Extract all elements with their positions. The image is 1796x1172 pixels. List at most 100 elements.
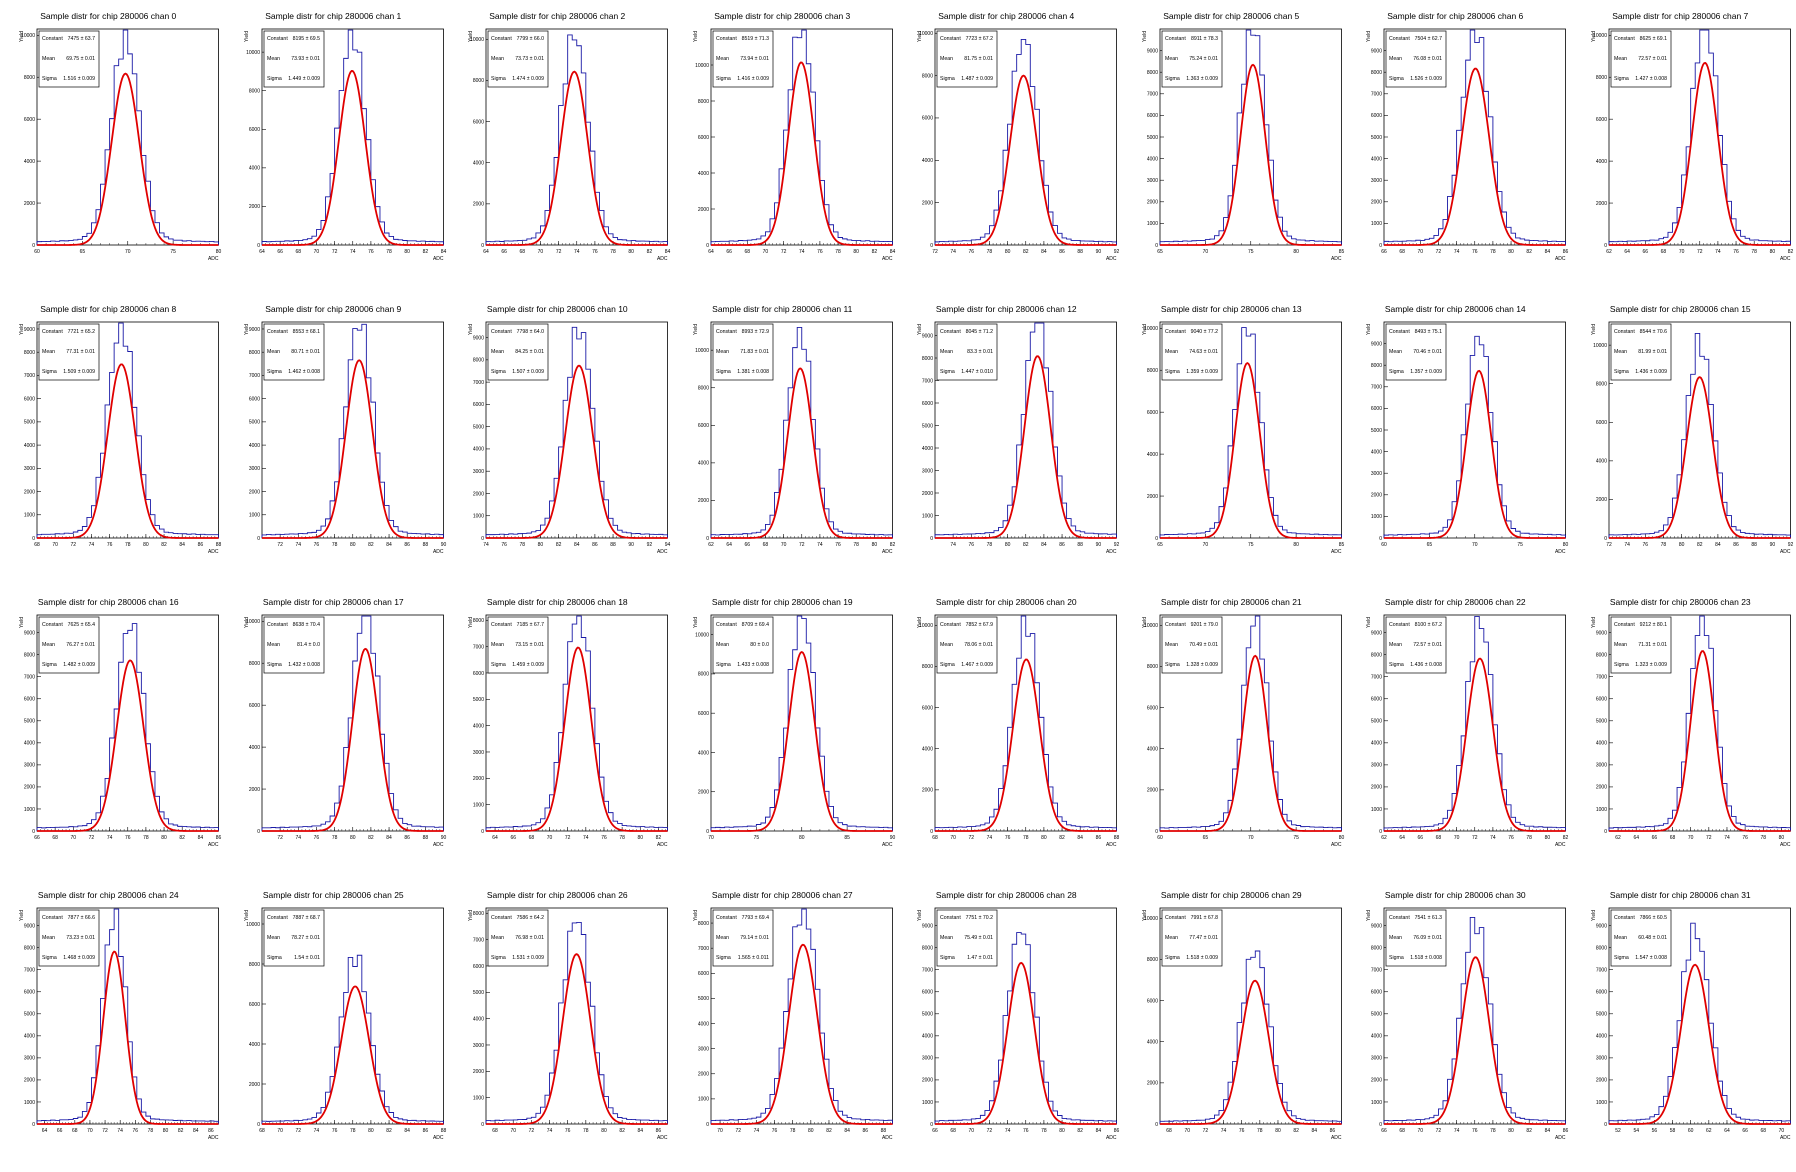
histogram-series [36, 322, 219, 538]
fit-sigma-value: 1.433 ± 0.008 [737, 662, 769, 668]
x-tick-label: 64 [492, 835, 498, 841]
y-tick-label: 5000 [473, 697, 484, 703]
y-tick-label: 8000 [1146, 368, 1157, 374]
y-tick-label: 10000 [919, 31, 933, 37]
fit-sigma-value: 1.467 ± 0.009 [961, 662, 993, 668]
plot-frame [1159, 907, 1342, 1125]
plot-frame [1608, 907, 1791, 1125]
y-tick-label: 10000 [1144, 623, 1158, 629]
gaussian-fit-curve [1608, 376, 1790, 539]
chart-title: Sample distr for chip 280006 chan 2 [489, 11, 625, 21]
fit-sigma-label: Sigma [940, 369, 955, 375]
fit-stats-box [1610, 323, 1671, 381]
y-axis-label: Yield [468, 910, 474, 921]
histogram-series [261, 954, 444, 1124]
fit-mean-label: Mean [716, 349, 729, 355]
fit-sigma-label: Sigma [491, 955, 506, 961]
y-tick-label: 3000 [1595, 763, 1606, 769]
fit-sigma-value: 1.468 ± 0.009 [63, 955, 95, 961]
x-tick-label: 76 [1472, 1128, 1478, 1134]
gaussian-fit-curve [261, 70, 443, 246]
x-tick-label: 78 [835, 249, 841, 255]
x-tick-label: 72 [1696, 249, 1702, 255]
histogram-svg: Sample distr for chip 280006 chan 14 60 65… [1366, 304, 1569, 555]
fit-constant-label: Constant [940, 915, 961, 921]
x-tick-label: 62 [1615, 835, 1621, 841]
y-tick-label: 3000 [922, 468, 933, 474]
y-tick-label: 3000 [1371, 178, 1382, 184]
fit-mean-label: Mean [940, 56, 953, 62]
y-tick-label: 5000 [697, 996, 708, 1002]
fit-stats-box [1161, 323, 1222, 381]
y-tick-label: 0 [32, 829, 35, 835]
fit-constant-label: Constant [42, 915, 63, 921]
plot-frame [36, 907, 219, 1125]
y-tick-label: 2000 [697, 498, 708, 504]
x-tick-label: 72 [1202, 1128, 1208, 1134]
x-tick-label: 78 [619, 835, 625, 841]
fit-mean-label: Mean [42, 935, 55, 941]
fit-sigma-value: 1.432 ± 0.008 [288, 662, 320, 668]
histogram-svg: Sample distr for chip 280006 chan 24 64 66… [19, 890, 219, 1141]
fit-sigma-label: Sigma [716, 76, 731, 82]
fit-mean-label: Mean [940, 935, 953, 941]
y-tick-label: 5000 [1371, 135, 1382, 141]
x-tick-label: 66 [277, 249, 283, 255]
histogram-series [36, 908, 219, 1124]
histogram-svg: Sample distr for chip 280006 chan 25 68 70… [244, 890, 446, 1141]
x-tick-label: 74 [950, 249, 956, 255]
fit-mean-value: 70.49 ± 0.01 [1189, 642, 1218, 648]
x-tick-label: 86 [198, 542, 204, 548]
y-axis-label: Yield [917, 324, 923, 335]
y-tick-label: 0 [1155, 1122, 1158, 1128]
y-tick-label: 6000 [24, 697, 35, 703]
fit-sigma-value: 1.47 ± 0.01 [967, 955, 993, 961]
fit-mean-label: Mean [1389, 935, 1402, 941]
y-tick-label: 0 [1379, 536, 1382, 542]
x-tick-label: 74 [817, 542, 823, 548]
fit-sigma-label: Sigma [1165, 662, 1180, 668]
y-tick-label: 0 [481, 243, 484, 249]
histogram-panel: Sample distr for chip 280006 chan 1 64 66 6… [225, 0, 450, 293]
x-tick-label: 66 [1651, 835, 1657, 841]
y-tick-label: 2000 [1146, 200, 1157, 206]
fit-sigma-label: Sigma [491, 369, 506, 375]
x-tick-label: 66 [1381, 1128, 1387, 1134]
fit-stats-box [712, 909, 773, 967]
fit-mean-label: Mean [491, 56, 504, 62]
y-tick-label: 9000 [24, 327, 35, 333]
y-tick-label: 4000 [248, 745, 259, 751]
x-tick-label: 92 [1787, 542, 1793, 548]
y-tick-label: 1000 [24, 513, 35, 519]
histogram-series [1383, 29, 1566, 245]
x-tick-label: 70 [1247, 835, 1253, 841]
gaussian-fit-curve [935, 74, 1117, 246]
y-tick-label: 6000 [1595, 990, 1606, 996]
x-tick-label: 80 [798, 835, 804, 841]
x-tick-label: 76 [313, 835, 319, 841]
y-axis-label: Yield [468, 617, 474, 628]
x-tick-label: 82 [889, 542, 895, 548]
x-tick-label: 80 [1563, 542, 1569, 548]
y-tick-label: 1000 [248, 513, 259, 519]
y-tick-label: 7000 [24, 373, 35, 379]
chart-title: Sample distr for chip 280006 chan 9 [265, 304, 401, 314]
chart-title: Sample distr for chip 280006 chan 27 [711, 890, 852, 900]
x-tick-label: 82 [1023, 542, 1029, 548]
x-tick-label: 90 [1096, 249, 1102, 255]
x-tick-label: 76 [1238, 1128, 1244, 1134]
y-tick-label: 0 [930, 1122, 933, 1128]
x-tick-label: 80 [1508, 249, 1514, 255]
gaussian-fit-curve [486, 646, 668, 832]
fit-mean-label: Mean [1614, 642, 1627, 648]
x-tick-label: 76 [331, 1128, 337, 1134]
y-tick-label: 4000 [697, 1021, 708, 1027]
x-tick-label: 90 [889, 835, 895, 841]
y-axis-label: Yield [1366, 324, 1372, 335]
fit-sigma-value: 1.487 ± 0.009 [961, 76, 993, 82]
x-tick-label: 70 [1418, 1128, 1424, 1134]
x-tick-label: 65 [80, 249, 86, 255]
x-tick-label: 88 [880, 1128, 886, 1134]
y-tick-label: 4000 [248, 166, 259, 172]
gaussian-fit-curve [1608, 650, 1790, 832]
